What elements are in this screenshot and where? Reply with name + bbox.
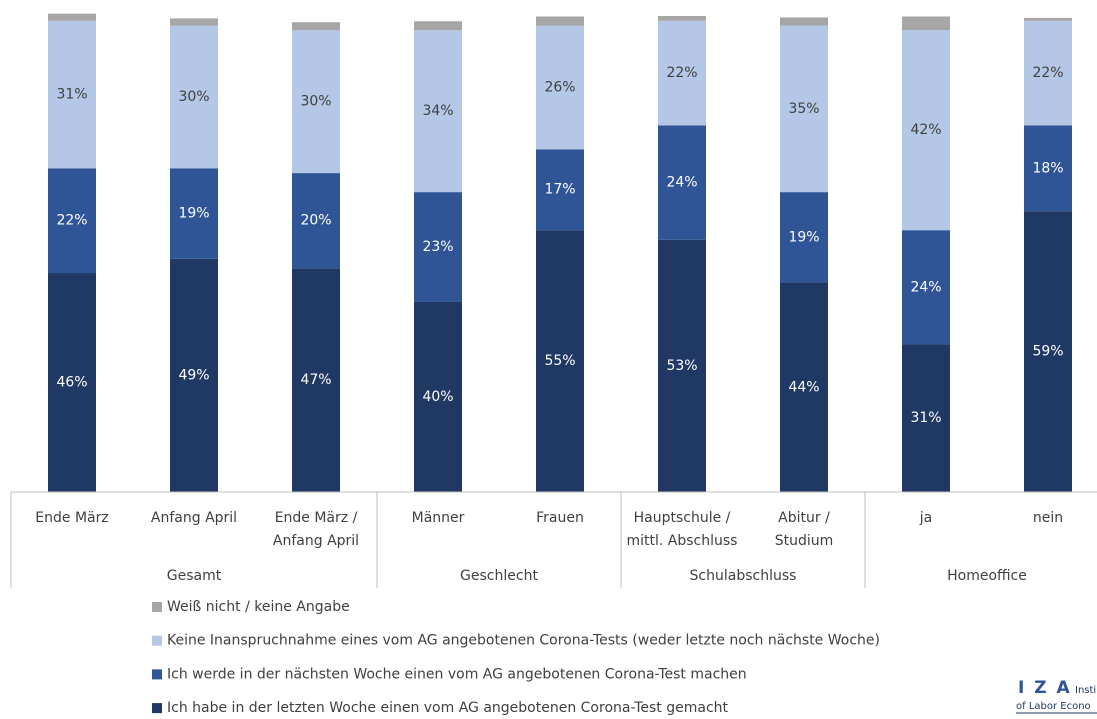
bar-segment	[780, 17, 828, 26]
logo-text: Insti	[1075, 685, 1096, 696]
bar-segment	[414, 21, 462, 31]
x-tick-label: ja	[919, 510, 932, 526]
bar-segment	[48, 168, 96, 274]
x-tick-label: Studium	[775, 533, 834, 549]
x-tick-label: nein	[1033, 510, 1063, 526]
bar-segment	[902, 344, 950, 492]
bar-segment	[414, 30, 462, 193]
legend-label: Keine Inanspruchnahme eines vom AG angeb…	[167, 633, 880, 649]
bar-segment	[292, 268, 340, 492]
bar-segment	[658, 125, 706, 240]
bar-segment	[170, 18, 218, 26]
bar-segment	[292, 22, 340, 31]
bar-segment	[902, 16, 950, 31]
data-label: 31%	[910, 410, 941, 426]
x-tick-label: Anfang April	[151, 510, 237, 526]
legend-swatch	[152, 635, 162, 646]
legend-label: Weiß nicht / keine Angabe	[167, 599, 350, 615]
data-label: 24%	[666, 175, 697, 191]
x-tick-label: Ende März /	[275, 510, 358, 526]
legend-label: Ich werde in der nächsten Woche einen vo…	[167, 666, 747, 682]
data-label: 30%	[300, 94, 331, 110]
bar-segment	[48, 13, 96, 21]
legend-label: Ich habe in der letzten Woche einen vom …	[167, 700, 729, 716]
group-label: Geschlecht	[460, 568, 538, 584]
bar-segment	[170, 168, 218, 259]
bar-segment	[414, 301, 462, 492]
x-tick-label: Anfang April	[273, 533, 359, 549]
bar-segment	[1024, 125, 1072, 212]
data-label: 30%	[178, 89, 209, 105]
x-tick-label: Hauptschule /	[634, 510, 731, 526]
x-tick-label: Abitur /	[778, 510, 830, 526]
group-label: Schulabschluss	[690, 568, 797, 584]
data-label: 22%	[666, 65, 697, 81]
bar-segment	[292, 173, 340, 269]
bar-segment	[658, 16, 706, 21]
logo-mark: I Z A	[1018, 678, 1072, 698]
bar-segment	[536, 149, 584, 231]
data-label: 40%	[422, 389, 453, 405]
bar-segment	[780, 25, 828, 193]
bar-segment	[536, 16, 584, 26]
x-tick-label: Frauen	[536, 510, 584, 526]
bar-segment	[658, 20, 706, 126]
data-label: 35%	[788, 101, 819, 117]
data-label: 55%	[544, 353, 575, 369]
bar-segment	[170, 25, 218, 169]
data-label: 49%	[178, 367, 209, 383]
data-label: 31%	[56, 87, 87, 103]
bar-segment	[902, 30, 950, 231]
data-label: 20%	[300, 213, 331, 229]
x-tick-label: Ende März	[35, 510, 108, 526]
data-label: 22%	[1032, 65, 1063, 81]
group-label: Gesamt	[167, 568, 222, 584]
data-label: 59%	[1032, 344, 1063, 360]
bar-segment	[170, 258, 218, 492]
bar-segment	[902, 230, 950, 345]
bar-segment	[1024, 20, 1072, 126]
bar-segment	[536, 230, 584, 492]
data-label: 44%	[788, 379, 819, 395]
bar-segment	[658, 239, 706, 492]
data-label: 34%	[422, 103, 453, 119]
data-label: 19%	[178, 206, 209, 222]
bar-segment	[1024, 17, 1072, 21]
group-label: Homeoffice	[947, 568, 1027, 584]
data-label: 18%	[1032, 160, 1063, 176]
legend-swatch	[152, 669, 162, 680]
bar-segment	[536, 25, 584, 150]
logo-text: of Labor Econo	[1016, 701, 1091, 712]
bar-segment	[780, 192, 828, 283]
x-tick-label: Männer	[412, 510, 465, 526]
bar-segment	[292, 30, 340, 174]
data-label: 42%	[910, 122, 941, 138]
bar-segment	[48, 20, 96, 169]
data-label: 26%	[544, 79, 575, 95]
data-label: 23%	[422, 239, 453, 255]
data-label: 47%	[300, 372, 331, 388]
data-label: 19%	[788, 229, 819, 245]
bar-segment	[414, 192, 462, 302]
x-tick-label: mittl. Abschluss	[627, 533, 738, 549]
bar-segment	[1024, 211, 1072, 492]
legend-swatch	[152, 602, 162, 612]
bar-segment	[48, 273, 96, 492]
data-label: 24%	[910, 279, 941, 295]
data-label: 22%	[56, 213, 87, 229]
data-label: 53%	[666, 358, 697, 374]
data-label: 17%	[544, 182, 575, 198]
data-label: 46%	[56, 375, 87, 391]
legend-swatch	[152, 703, 162, 714]
bar-segment	[780, 282, 828, 492]
